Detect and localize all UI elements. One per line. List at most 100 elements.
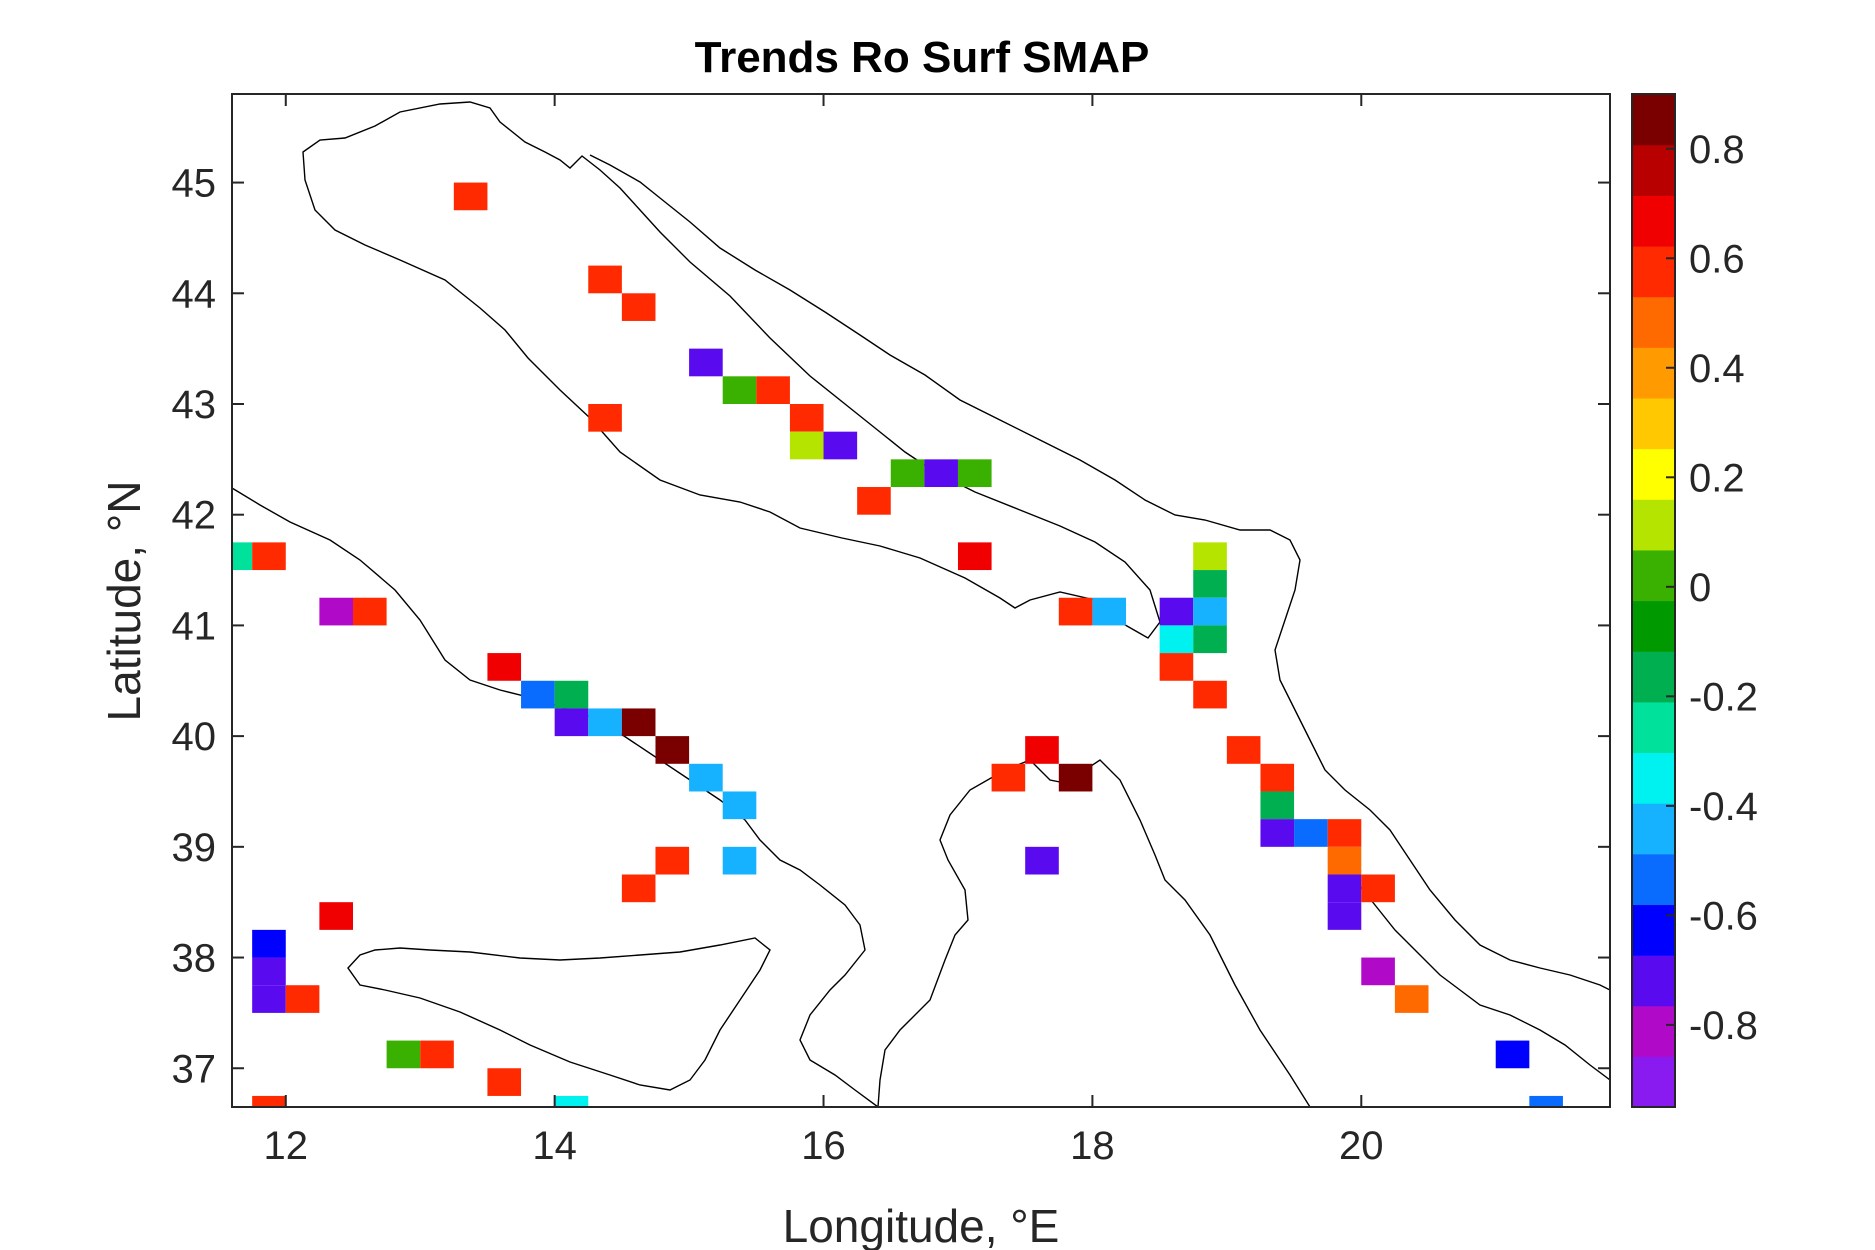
x-tick-label: 16 [801, 1124, 846, 1168]
colorbar-tick-label: -0.4 [1689, 785, 1758, 829]
heatmap-cell-21 [1058, 597, 1093, 626]
heatmap-cell-8 [789, 431, 824, 460]
x-tick-label: 18 [1070, 1124, 1115, 1168]
colorbar-tick-label: 0.8 [1689, 128, 1745, 172]
heatmap-cell-66 [252, 1095, 286, 1107]
colorbar-segment [1632, 94, 1675, 146]
heatmap-cell-51 [621, 874, 656, 903]
heatmap-cell-7 [789, 403, 824, 432]
y-tick-label: 40 [172, 715, 217, 759]
y-axis-label: Latitude, °N [98, 481, 150, 722]
colorbar-segment [1632, 144, 1675, 196]
y-tick-label: 38 [172, 937, 217, 981]
coastline-greece-south [1354, 879, 1610, 1081]
coastline-balkans [589, 154, 1610, 991]
heatmap-cell-22 [1092, 597, 1127, 626]
chart-title: Trends Ro Surf SMAP [695, 33, 1150, 82]
data-cells [232, 182, 1563, 1107]
heatmap-cell-16 [957, 542, 992, 571]
heatmap-cell-25 [1159, 625, 1194, 654]
heatmap-cell-67 [554, 1095, 589, 1107]
heatmap-cell-48 [722, 846, 757, 875]
y-tick-label: 44 [172, 272, 217, 316]
plot-frame [231, 93, 1611, 1108]
heatmap-cell-49 [1025, 846, 1059, 875]
heatmap-cell-46 [1327, 819, 1362, 847]
heatmap-cell-32 [554, 708, 589, 737]
x-tick-label: 20 [1339, 1124, 1384, 1168]
heatmap-cell-11 [924, 459, 958, 488]
heatmap-cell-28 [1159, 653, 1194, 681]
y-tick-label: 43 [172, 383, 217, 427]
colorbar-tick-label: 0.2 [1689, 456, 1745, 500]
heatmap-cell-17 [1193, 542, 1227, 571]
y-axis: 37 38 39 40 41 42 43 44 45 [172, 162, 1610, 1091]
heatmap-cell-5 [756, 376, 790, 404]
heatmap-cell-19 [319, 597, 353, 626]
heatmap-cell-9 [823, 431, 858, 460]
colorbar-tick-label: -0.6 [1689, 894, 1758, 938]
colorbar-ticks: -0.8 -0.6 -0.4 -0.2 0 0.2 0.4 0.6 0.8 [1666, 128, 1758, 1048]
heatmap-cell-52 [1327, 874, 1362, 903]
colorbar-segment [1632, 195, 1675, 247]
y-tick-label: 37 [172, 1047, 217, 1091]
colorbar-segment [1632, 853, 1675, 905]
heatmap-cell-38 [689, 763, 723, 792]
colorbar-segment [1632, 752, 1675, 804]
heatmap-cell-1 [588, 265, 622, 294]
heatmap-cell-26 [1193, 625, 1227, 654]
y-tick-label: 42 [172, 494, 217, 538]
heatmap-cell-55 [1327, 902, 1362, 930]
heatmap-cell-13 [857, 487, 891, 515]
coastline-tyrrhenian [232, 487, 879, 1107]
heatmap-cell-29 [521, 680, 555, 709]
heatmap-cell-64 [1495, 1040, 1530, 1069]
heatmap-cell-57 [252, 957, 286, 986]
heatmap-cell-59 [252, 985, 286, 1013]
heatmap-cell-47 [655, 846, 690, 875]
colorbar-segment [1632, 397, 1675, 450]
heatmap-cell-14 [232, 542, 253, 571]
heatmap-cell-30 [554, 680, 589, 709]
heatmap-cell-35 [655, 736, 690, 764]
heatmap-cell-0 [453, 182, 488, 211]
colorbar-tick-label: 0.6 [1689, 237, 1745, 281]
heatmap-cell-24 [1193, 597, 1227, 626]
colorbar-segment [1632, 499, 1675, 551]
heatmap-cell-18 [1193, 570, 1227, 598]
heatmap-cell-63 [420, 1040, 454, 1069]
heatmap-cell-3 [689, 348, 723, 377]
colorbar-segment [1632, 347, 1675, 399]
heatmap-cell-34 [621, 708, 656, 737]
heatmap-cell-61 [1394, 985, 1429, 1013]
heatmap-cell-31 [1193, 680, 1227, 709]
colorbar-segment [1632, 296, 1675, 348]
colorbar-segment [1632, 549, 1675, 602]
colorbar-segment [1632, 955, 1675, 1007]
colorbar-segment [1632, 600, 1675, 652]
colorbar-segment [1632, 1056, 1675, 1108]
heatmap-cell-53 [1361, 874, 1395, 903]
colorbar-segment [1632, 1005, 1675, 1057]
heatmap-cell-50 [1327, 846, 1362, 875]
x-axis: 12 14 16 18 20 [264, 94, 1384, 1168]
heatmap-cell-6 [588, 403, 622, 432]
heatmap-cell-37 [1226, 736, 1261, 764]
heatmap-cell-36 [1025, 736, 1059, 764]
heatmap-cell-41 [1260, 763, 1295, 792]
heatmap-cell-68 [1529, 1095, 1563, 1107]
heatmap-cell-27 [487, 653, 522, 681]
colorbar-tick-label: 0 [1689, 566, 1711, 610]
heatmap-cell-45 [1294, 819, 1328, 847]
y-tick-label: 39 [172, 826, 217, 870]
heatmap-cell-4 [722, 376, 757, 404]
colorbar-segment [1632, 701, 1675, 754]
heatmap-cell-58 [1361, 957, 1395, 986]
heatmap-cell-56 [252, 929, 286, 958]
colorbar-segment [1632, 803, 1675, 855]
x-axis-label: Longitude, °E [783, 1200, 1060, 1250]
heatmap-cell-20 [352, 597, 387, 626]
heatmap-cell-44 [1260, 819, 1295, 847]
heatmap-cell-42 [722, 791, 757, 820]
